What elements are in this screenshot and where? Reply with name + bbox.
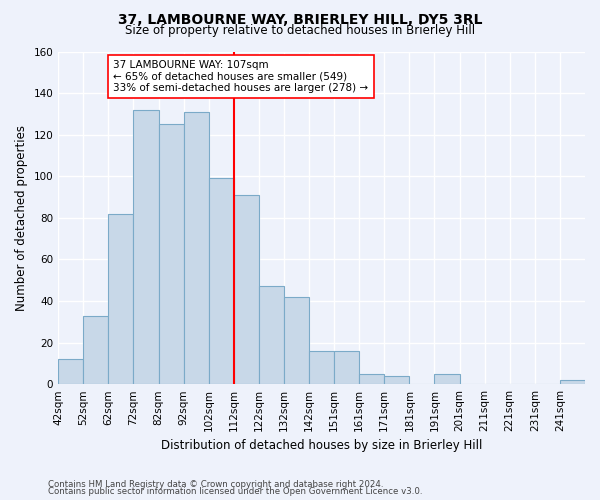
Bar	[359, 374, 385, 384]
Bar	[385, 376, 409, 384]
Bar	[58, 359, 83, 384]
Text: 37, LAMBOURNE WAY, BRIERLEY HILL, DY5 3RL: 37, LAMBOURNE WAY, BRIERLEY HILL, DY5 3R…	[118, 12, 482, 26]
Bar	[309, 351, 334, 384]
Text: Size of property relative to detached houses in Brierley Hill: Size of property relative to detached ho…	[125, 24, 475, 37]
Bar	[184, 112, 209, 384]
Bar	[158, 124, 184, 384]
Text: 37 LAMBOURNE WAY: 107sqm
← 65% of detached houses are smaller (549)
33% of semi-: 37 LAMBOURNE WAY: 107sqm ← 65% of detach…	[113, 60, 368, 93]
Bar	[83, 316, 109, 384]
Bar	[209, 178, 234, 384]
Bar	[560, 380, 585, 384]
Bar	[259, 286, 284, 384]
Bar	[109, 214, 133, 384]
Bar	[234, 195, 259, 384]
Bar	[133, 110, 158, 384]
Text: Contains public sector information licensed under the Open Government Licence v3: Contains public sector information licen…	[48, 487, 422, 496]
Y-axis label: Number of detached properties: Number of detached properties	[15, 125, 28, 311]
Text: Contains HM Land Registry data © Crown copyright and database right 2024.: Contains HM Land Registry data © Crown c…	[48, 480, 383, 489]
Bar	[334, 351, 359, 384]
Bar	[434, 374, 460, 384]
X-axis label: Distribution of detached houses by size in Brierley Hill: Distribution of detached houses by size …	[161, 440, 482, 452]
Bar	[284, 297, 309, 384]
